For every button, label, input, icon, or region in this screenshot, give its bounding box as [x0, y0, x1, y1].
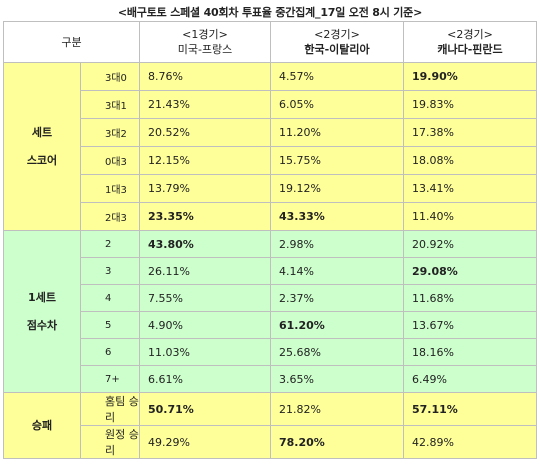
value-cell: 43.33%: [270, 202, 404, 231]
value-cell: 13.79%: [139, 174, 271, 203]
value-cell: 25.68%: [270, 338, 404, 366]
value-cell: 23.35%: [139, 202, 271, 231]
value-cell: 42.89%: [403, 425, 537, 459]
table-row: 세트 스코어 3대0 8.76% 4.57% 19.90%: [3, 62, 537, 231]
value-cell: 6.49%: [403, 365, 537, 393]
value-cell: 20.52%: [139, 118, 271, 147]
group-label-line: 스코어: [26, 153, 58, 167]
header-match-2: <2경기> 한국-이탈리아: [270, 21, 404, 63]
group-label-line: 세트: [31, 125, 53, 139]
row-label: 3대0: [80, 62, 140, 91]
value-cell: 13.67%: [403, 311, 537, 339]
row-label: 3대2: [80, 118, 140, 147]
table-row: 원정 승리 49.29% 78.20% 42.89%: [4, 425, 537, 459]
table-row: 5 4.90% 61.20% 13.67%: [4, 311, 537, 339]
value-cell: 19.12%: [270, 174, 404, 203]
header-match-round: <2경기>: [447, 28, 493, 41]
value-cell: 18.16%: [403, 338, 537, 366]
value-cell: 57.11%: [403, 392, 537, 426]
table-row: 1대3 13.79% 19.12% 13.41%: [4, 174, 537, 203]
value-cell: 19.90%: [403, 62, 537, 91]
header-match-name: 미국-프랑스: [177, 43, 233, 56]
value-cell: 2.98%: [270, 230, 404, 258]
value-cell: 19.83%: [403, 90, 537, 119]
row-label: 0대3: [80, 146, 140, 175]
group-label-line: 승패: [31, 418, 53, 432]
vote-rate-table: 구분 <1경기> 미국-프랑스 <2경기> 한국-이탈리아 <2경기> 캐나다-…: [3, 21, 537, 459]
table-title: <배구토토 스페셜 40회차 투표율 중간집계_17일 오전 8시 기준>: [117, 6, 423, 19]
row-label: 7+: [80, 365, 140, 393]
group-label-line: 1세트: [28, 290, 56, 304]
row-label: 3대1: [80, 90, 140, 119]
value-cell: 21.82%: [270, 392, 404, 426]
header-match-1: <1경기> 미국-프랑스: [139, 21, 271, 63]
row-label: 2대3: [80, 202, 140, 231]
table-row: 7+ 6.61% 3.65% 6.49%: [4, 365, 537, 393]
value-cell: 49.29%: [139, 425, 271, 459]
row-label: 3: [80, 257, 140, 285]
value-cell: 61.20%: [270, 311, 404, 339]
value-cell: 43.80%: [139, 230, 271, 258]
group-label-line: 점수차: [26, 318, 58, 332]
header-match-round: <1경기>: [182, 28, 228, 41]
header-match-name: 캐나다-핀란드: [437, 43, 503, 56]
value-cell: 2.37%: [270, 284, 404, 312]
value-cell: 4.57%: [270, 62, 404, 91]
value-cell: 20.92%: [403, 230, 537, 258]
row-label: 1대3: [80, 174, 140, 203]
table-row: 4 7.55% 2.37% 11.68%: [4, 284, 537, 312]
table-row: 2대3 23.35% 43.33% 11.40%: [4, 202, 537, 231]
table-row: 3대2 20.52% 11.20% 17.38%: [4, 118, 537, 147]
value-cell: 7.55%: [139, 284, 271, 312]
value-cell: 26.11%: [139, 257, 271, 285]
header-gubun: 구분: [3, 21, 140, 63]
value-cell: 6.05%: [270, 90, 404, 119]
row-label: 홈팀 승리: [80, 392, 140, 426]
table-row: 3대1 21.43% 6.05% 19.83%: [4, 90, 537, 119]
value-cell: 3.65%: [270, 365, 404, 393]
value-cell: 6.61%: [139, 365, 271, 393]
header-match-round: <2경기>: [314, 28, 360, 41]
row-label: 5: [80, 311, 140, 339]
table-row: 0대3 12.15% 15.75% 18.08%: [4, 146, 537, 175]
table-row: 3 26.11% 4.14% 29.08%: [4, 257, 537, 285]
value-cell: 13.41%: [403, 174, 537, 203]
value-cell: 8.76%: [139, 62, 271, 91]
table-row: 6 11.03% 25.68% 18.16%: [4, 338, 537, 366]
value-cell: 78.20%: [270, 425, 404, 459]
row-label: 원정 승리: [80, 425, 140, 459]
table-body: 구분 <1경기> 미국-프랑스 <2경기> 한국-이탈리아 <2경기> 캐나다-…: [3, 21, 537, 459]
row-label: 6: [80, 338, 140, 366]
value-cell: 11.68%: [403, 284, 537, 312]
header-row: 구분 <1경기> 미국-프랑스 <2경기> 한국-이탈리아 <2경기> 캐나다-…: [3, 21, 537, 63]
value-cell: 18.08%: [403, 146, 537, 175]
value-cell: 50.71%: [139, 392, 271, 426]
table-row: 승패 홈팀 승리 50.71% 21.82% 57.11%: [3, 392, 537, 459]
header-match-name: 한국-이탈리아: [304, 43, 370, 56]
row-label: 2: [80, 230, 140, 258]
header-match-3: <2경기> 캐나다-핀란드: [403, 21, 537, 63]
value-cell: 11.40%: [403, 202, 537, 231]
table-row: 1세트 점수차 2 43.80% 2.98% 20.92%: [3, 230, 537, 393]
value-cell: 17.38%: [403, 118, 537, 147]
group-label: 승패: [3, 392, 81, 459]
row-label: 4: [80, 284, 140, 312]
value-cell: 21.43%: [139, 90, 271, 119]
value-cell: 12.15%: [139, 146, 271, 175]
value-cell: 11.20%: [270, 118, 404, 147]
value-cell: 4.90%: [139, 311, 271, 339]
value-cell: 15.75%: [270, 146, 404, 175]
value-cell: 29.08%: [403, 257, 537, 285]
value-cell: 4.14%: [270, 257, 404, 285]
value-cell: 11.03%: [139, 338, 271, 366]
